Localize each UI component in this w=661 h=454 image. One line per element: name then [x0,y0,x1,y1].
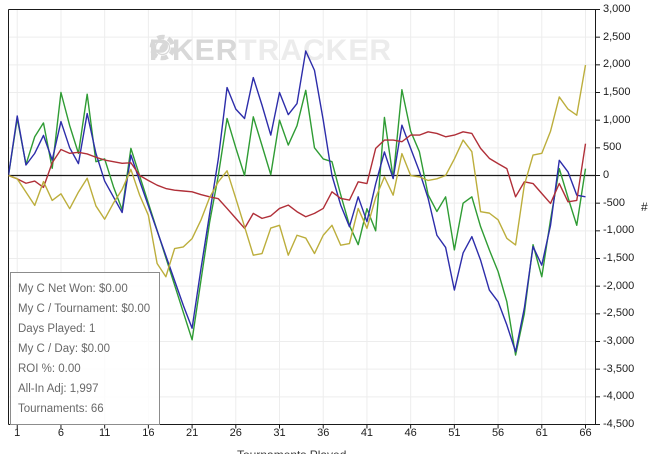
watermark-poker-ker: KER [172,34,239,67]
watermark-tracker: TRACKER [238,34,393,67]
y-tick-label: -3,000 [603,335,635,347]
y-tick-label: -1,000 [603,224,635,237]
y-tick-label: -4,000 [603,390,635,403]
stat-tournaments: Tournaments: 66 [18,403,104,415]
x-tick-label: 41 [360,427,374,439]
x-tick-label: 16 [142,427,155,439]
y-tick-label: 0 [603,169,610,181]
stat-my-c-per-tournament: My C / Tournament: $0.00 [18,303,151,315]
y-tick-label: -2,500 [603,307,635,320]
stat-roi-percent: ROI %: 0.00 [18,363,81,375]
x-tick-label: 46 [404,427,417,439]
x-tick-label: 6 [57,427,65,439]
x-tick-label: 66 [579,427,592,439]
x-tick-label: 31 [273,427,286,439]
y-tick-label: -2,000 [603,279,635,292]
y-tick-label: 2,000 [603,58,631,71]
x-tick-label: 21 [185,427,199,439]
y-axis-title: # [641,200,648,214]
x-tick-label: 11 [98,427,111,439]
pokertracker-watermark: P KERTRACKER [149,34,392,68]
y-tick-label: -500 [603,196,626,209]
stat-all-in-adj: All-In Adj: 1,997 [18,383,99,395]
y-tick-label: 500 [603,141,622,154]
y-tick-label: 3,000 [603,3,631,15]
stat-my-c-net-won: My C Net Won: $0.00 [18,283,128,295]
series-line-blue [8,50,586,353]
stat-my-c-per-day: My C / Day: $0.00 [18,343,111,355]
x-tick-label: 61 [535,427,548,439]
x-tick-label: 56 [491,427,505,439]
stats-tooltip: My C Net Won: $0.00 My C / Tournament: $… [10,272,160,425]
x-axis-title: Tournaments Played [237,448,346,454]
y-tick-label: -4,500 [603,418,635,430]
series-line-yellow [8,64,587,278]
series-line-green [8,89,587,356]
y-tick-label: -1,500 [603,252,635,264]
stat-days-played: Days Played: 1 [18,323,96,335]
y-tick-label: 2,500 [603,30,631,43]
y-tick-label: 1,000 [603,113,631,126]
x-tick-label: 51 [448,427,461,439]
y-tick-label: -3,500 [603,362,635,375]
x-tick-label: 36 [317,427,330,439]
x-tick-label: 1 [14,427,21,439]
series-line-red [8,131,587,230]
x-tick-label: 26 [229,427,242,439]
y-tick-label: 1,500 [603,86,631,98]
